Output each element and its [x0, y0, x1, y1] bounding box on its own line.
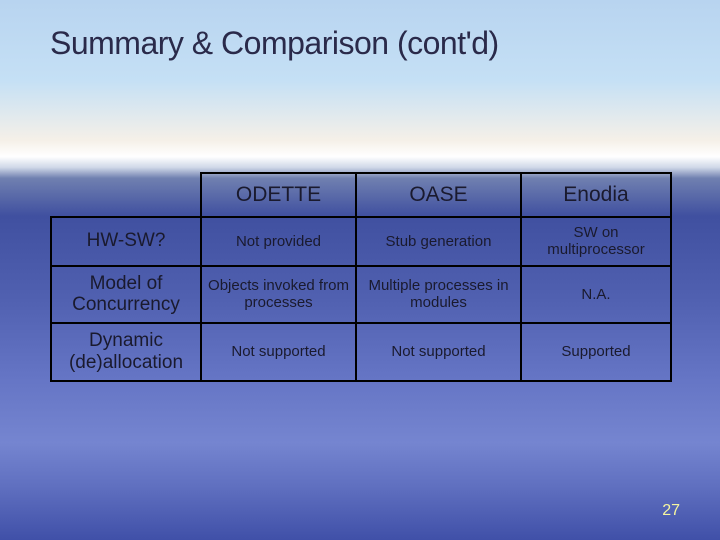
slide-container: Summary & Comparison (cont'd) ODETTE OAS… [0, 0, 720, 540]
cell-conc-oase: Multiple processes in modules [356, 266, 521, 324]
comparison-table-wrap: ODETTE OASE Enodia HW-SW? Not provided S… [50, 172, 670, 382]
cell-dyn-oase: Not supported [356, 323, 521, 381]
col-head-odette: ODETTE [201, 173, 356, 217]
cell-hwsw-enodia: SW on multiprocessor [521, 217, 671, 266]
col-head-oase: OASE [356, 173, 521, 217]
row-head-dynamic: Dynamic (de)allocation [51, 323, 201, 381]
cell-hwsw-oase: Stub generation [356, 217, 521, 266]
table-row: Dynamic (de)allocation Not supported Not… [51, 323, 671, 381]
cell-conc-odette: Objects invoked from processes [201, 266, 356, 324]
table-row: Model of Concurrency Objects invoked fro… [51, 266, 671, 324]
comparison-table: ODETTE OASE Enodia HW-SW? Not provided S… [50, 172, 672, 382]
cell-dyn-odette: Not supported [201, 323, 356, 381]
cell-hwsw-odette: Not provided [201, 217, 356, 266]
table-corner-cell [51, 173, 201, 217]
col-head-enodia: Enodia [521, 173, 671, 217]
cell-dyn-enodia: Supported [521, 323, 671, 381]
slide-title: Summary & Comparison (cont'd) [50, 25, 670, 62]
row-head-concurrency: Model of Concurrency [51, 266, 201, 324]
page-number: 27 [662, 502, 680, 520]
table-row: HW-SW? Not provided Stub generation SW o… [51, 217, 671, 266]
cell-conc-enodia: N.A. [521, 266, 671, 324]
table-header-row: ODETTE OASE Enodia [51, 173, 671, 217]
row-head-hwsw: HW-SW? [51, 217, 201, 266]
